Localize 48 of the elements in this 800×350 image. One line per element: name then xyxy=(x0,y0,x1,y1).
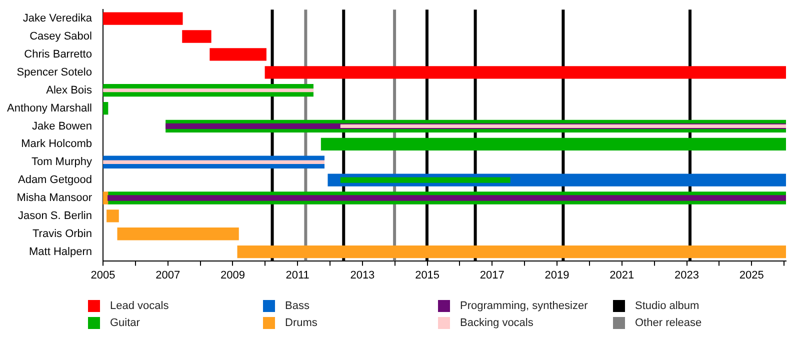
legend-label: Drums xyxy=(285,316,318,328)
legend-label: Backing vocals xyxy=(460,316,534,328)
bar xyxy=(210,48,266,61)
y-tick-label: Travis Orbin xyxy=(32,228,92,240)
bar xyxy=(108,195,786,201)
bar xyxy=(182,30,212,43)
x-tick-label: 2015 xyxy=(415,269,440,282)
bar xyxy=(102,12,183,25)
legend-label: Other release xyxy=(635,316,702,328)
bar xyxy=(117,228,239,240)
bar xyxy=(102,88,314,92)
y-tick-label: Jake Veredika xyxy=(22,12,93,25)
bar xyxy=(320,138,786,150)
y-tick-label: Misha Mansoor xyxy=(16,192,92,204)
y-tick-label: Mark Holcomb xyxy=(21,138,92,150)
bar xyxy=(106,210,119,222)
x-tick-label: 2005 xyxy=(90,269,116,282)
x-tick-label: 2007 xyxy=(156,269,180,282)
x-tick-label: 2009 xyxy=(220,269,245,282)
x-tick-label: 2019 xyxy=(544,269,570,282)
y-tick-label: Casey Sabol xyxy=(30,30,92,43)
x-tick-label: 2011 xyxy=(286,269,310,282)
bar xyxy=(102,160,324,164)
y-tick-label: Jake Bowen xyxy=(32,120,92,132)
legend-label: Bass xyxy=(285,300,310,312)
bar xyxy=(102,102,108,115)
y-tick-label: Tom Murphy xyxy=(31,156,92,168)
bar xyxy=(340,177,510,183)
bar xyxy=(340,124,786,128)
y-tick-label: Spencer Sotelo xyxy=(16,66,92,78)
y-tick-label: Chris Barretto xyxy=(24,48,92,60)
y-tick-label: Jason S. Berlin xyxy=(18,210,92,222)
bar xyxy=(102,192,108,204)
y-tick-label: Matt Halpern xyxy=(29,246,92,258)
x-tick-label: 2025 xyxy=(739,269,764,282)
bar xyxy=(237,246,786,258)
bar xyxy=(264,66,786,79)
legend-label: Guitar xyxy=(110,316,140,328)
y-tick-label: Alex Bois xyxy=(46,84,92,96)
y-tick-label: Adam Getgood xyxy=(18,174,92,186)
legend-label: Lead vocals xyxy=(110,300,169,312)
x-tick-label: 2023 xyxy=(674,269,699,282)
x-tick-label: 2013 xyxy=(350,269,375,282)
x-tick-label: 2021 xyxy=(610,269,634,282)
y-tick-label: Anthony Marshall xyxy=(6,102,92,114)
legend-label: Programming, synthesizer xyxy=(460,300,588,312)
x-tick-label: 2017 xyxy=(480,269,504,282)
legend-label: Studio album xyxy=(635,300,700,312)
